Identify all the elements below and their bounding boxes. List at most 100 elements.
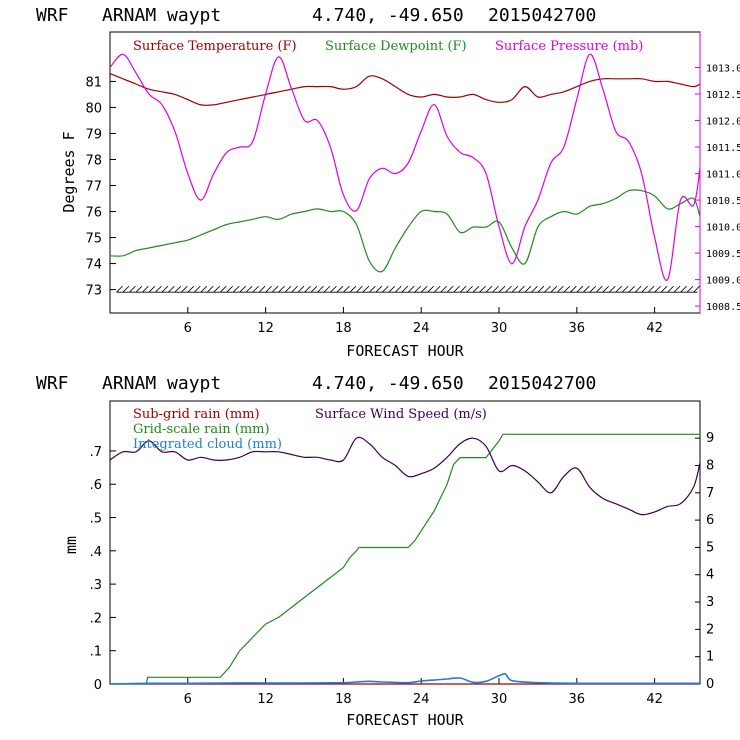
wind-barb [654,285,661,293]
wind-barb [174,285,182,293]
chart-2-legend-subgrid-rain: Sub-grid rain (mm) [133,407,260,422]
wind-barb [265,285,272,293]
wind-barb [440,285,447,293]
chart-1-title-coords: 4.740, -49.650 [312,5,464,26]
wind-barb [550,285,558,293]
chart-1-series [109,53,701,281]
chart-2-y2-ticks: 0 1 2 3 4 5 6 7 8 9 [695,431,714,692]
y-tick-label: .1 [90,645,102,660]
wind-barb [401,285,409,293]
wind-barb [142,285,149,293]
wind-barb [291,285,298,293]
y2-tick-label: 5 [706,540,714,555]
chart-2-title-model: WRF [36,373,69,394]
chart-1-x-ticks: 6 12 18 24 30 36 42 [184,307,663,336]
wind-barb [544,285,551,293]
y2-tick-label: 7 [706,486,714,501]
x-tick-label: 24 [413,321,430,336]
x-tick-label: 12 [257,321,274,336]
wind-barb [194,285,201,293]
wind-barb [239,285,246,293]
wind-barb [226,285,233,293]
series-wind-speed-line [109,436,701,516]
wind-barb [420,285,428,293]
wind-barb [524,285,532,293]
wind-barb [135,285,143,293]
wind-barb [647,285,655,293]
wind-barb [479,285,486,293]
y2-tick-label: 1010.5 [706,196,740,207]
y-tick-label: 77 [85,180,102,195]
y2-tick-label: 1013.0 [706,64,740,75]
wind-barb [492,285,499,293]
wind-barb [330,285,337,293]
y-tick-label: .6 [90,478,102,493]
wind-barb [271,285,279,293]
x-tick-label: 42 [646,692,663,707]
chart-1: WRF ARNAM waypt 4.740, -49.650 201504270… [36,5,740,360]
wind-barb [537,285,545,293]
wind-barb [213,285,221,293]
wind-barb [343,285,350,293]
wind-barb [641,285,648,293]
wind-barb [634,285,642,293]
chart-1-legend-dewpoint: Surface Dewpoint (F) [325,39,467,54]
wind-barb [349,285,357,293]
y-tick-label: 81 [85,75,102,90]
wind-barb [414,285,422,293]
wind-barb [602,285,610,293]
y-tick-label: 73 [85,284,102,299]
chart-1-y-label: Degrees F [60,131,78,212]
wind-barb [129,285,136,293]
wind-barb [382,285,389,293]
chart-2-series [109,433,701,685]
x-tick-label: 30 [491,692,508,707]
chart-2-legend-grid-rain: Grid-scale rain (mm) [133,422,270,437]
wind-barb [116,285,123,293]
y2-tick-label: 0 [706,677,714,692]
chart-2-title-coords: 4.740, -49.650 [312,373,464,394]
wind-barb [485,285,493,293]
wind-barb [161,285,169,293]
y-tick-label: 74 [85,258,102,273]
wind-barb [181,285,188,293]
x-tick-label: 36 [569,321,586,336]
wind-barb [693,285,700,293]
wind-barb [511,285,519,293]
wind-barb [615,285,622,293]
wind-barb [336,285,344,293]
series-pressure-line [109,53,701,281]
wind-barb [323,285,331,293]
chart-2-y-label: mm [62,536,80,554]
y2-tick-label: 6 [706,513,714,528]
wind-barb [667,285,674,293]
chart-1-title-site: ARNAM waypt [102,5,221,26]
wind-barb [356,285,363,293]
chart-2-legend-cloud: Integrated cloud (mm) [133,437,282,452]
x-tick-label: 42 [646,321,663,336]
chart-1-title-date: 2015042700 [488,5,596,26]
y2-tick-label: 1011.0 [706,170,740,181]
wind-barb [278,285,285,293]
wind-barb [155,285,162,293]
wind-barb [466,285,473,293]
wind-barb [232,285,240,293]
wind-barb [168,285,175,293]
y-tick-label: .7 [90,445,102,460]
series-cloud-line [109,672,700,685]
x-tick-label: 12 [257,692,274,707]
y2-tick-label: 1009.0 [706,276,740,287]
y2-tick-label: 8 [706,458,714,473]
y2-tick-label: 2 [706,622,714,637]
wind-barb [122,285,130,293]
wind-barb [219,285,227,293]
y2-tick-label: 1012.0 [706,117,740,128]
wind-barb [304,285,311,293]
y-tick-label: .3 [90,578,102,593]
wind-barb [284,285,292,293]
wind-barb [427,285,434,293]
wind-barb [453,285,460,293]
y2-tick-label: 1 [706,650,714,665]
wind-barb [472,285,480,293]
